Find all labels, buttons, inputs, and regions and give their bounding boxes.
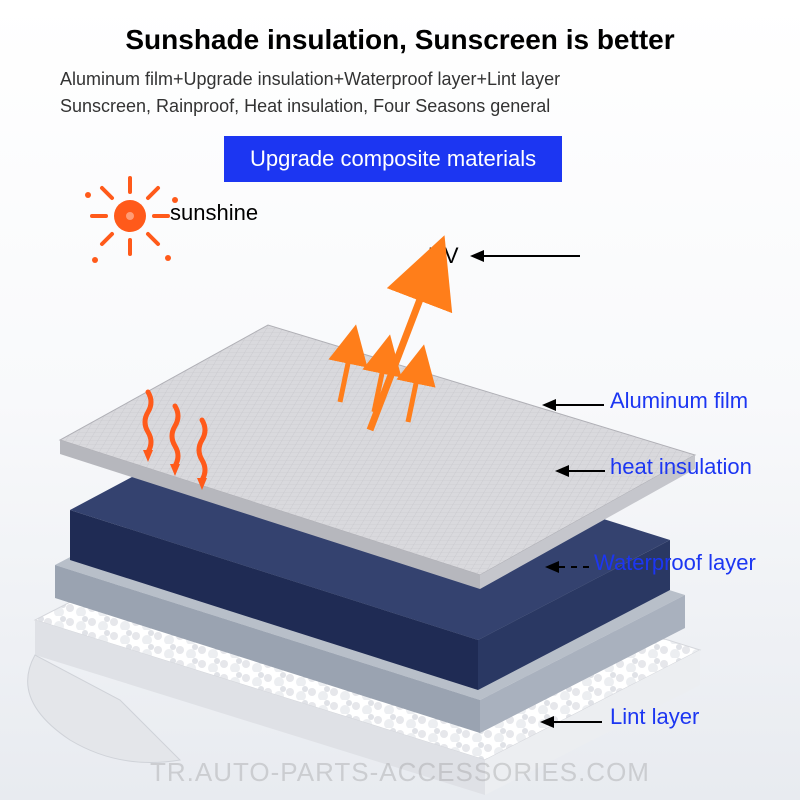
watermark: TR.AUTO-PARTS-ACCESSORIES.COM bbox=[0, 757, 800, 788]
lint-arrow bbox=[540, 716, 602, 728]
waterproof-arrow bbox=[545, 561, 589, 573]
waterproof-label: Waterproof layer bbox=[594, 550, 756, 576]
sun-icon bbox=[85, 178, 178, 263]
aluminum-label: Aluminum film bbox=[610, 388, 748, 414]
aluminum-arrow bbox=[542, 399, 604, 411]
lint-label: Lint layer bbox=[610, 704, 699, 730]
heat-label: heat insulation bbox=[610, 454, 752, 480]
heat-arrow bbox=[555, 465, 605, 477]
